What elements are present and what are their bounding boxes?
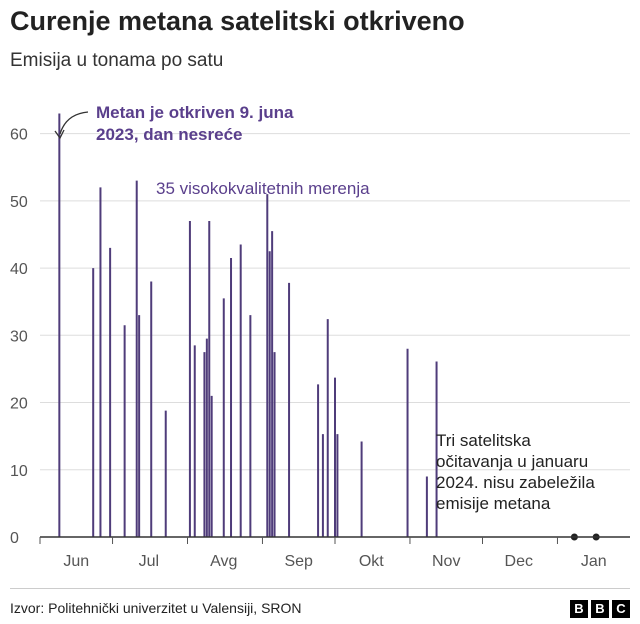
emission-bars — [58, 113, 438, 537]
x-tick-label: Avg — [210, 553, 237, 570]
source-note: Izvor: Politehnički univerzitet u Valens… — [10, 600, 302, 616]
footer-divider — [10, 588, 630, 589]
annotations: Metan je otkriven 9. juna 2023, dan nesre… — [54, 103, 595, 513]
y-tick-label: 20 — [10, 396, 28, 413]
y-tick-label: 0 — [10, 530, 19, 547]
annotation-january-readings-line: emisije metana — [436, 494, 551, 513]
annotation-arrowhead — [54, 129, 65, 140]
chart-subtitle: Emisija u tonama po satu — [10, 50, 224, 71]
x-tick-label: Jun — [63, 553, 89, 570]
annotation-january-readings-line: 2024. nisu zabeležila — [436, 473, 595, 492]
annotation-arrow — [59, 111, 89, 135]
x-tick-label: Jan — [581, 553, 607, 570]
annotation-first-detection-line: Metan je otkriven 9. juna — [96, 103, 294, 122]
x-tick-label: Sep — [284, 553, 313, 570]
annotation-january-readings-line: Tri satelitska — [436, 431, 531, 450]
y-axis-tick-labels: 0 10 20 30 40 50 60 — [10, 127, 28, 547]
bbc-logo: B B C — [570, 600, 630, 618]
x-tick-label: Jul — [139, 553, 159, 570]
chart-title: Curenje metana satelitski otkriveno — [10, 6, 465, 36]
annotation-january-readings-line: očitavanja u januaru — [436, 452, 588, 471]
y-tick-label: 50 — [10, 194, 28, 211]
x-tick-label: Nov — [432, 553, 460, 570]
y-tick-label: 60 — [10, 127, 28, 144]
x-tick-label: Okt — [359, 553, 384, 570]
bbc-logo-letter: B — [591, 600, 609, 618]
x-tick-label: Dec — [505, 553, 533, 570]
y-tick-label: 40 — [10, 261, 28, 278]
y-tick-label: 10 — [10, 463, 28, 480]
bbc-logo-letter: C — [612, 600, 630, 618]
x-axis: Jun Jul Avg Sep Okt Nov Dec Jan — [39, 536, 630, 570]
annotation-measurement-count: 35 visokokvalitetnih merenja — [156, 179, 370, 198]
annotation-first-detection-line: 2023, dan nesreće — [96, 125, 242, 144]
y-tick-label: 30 — [10, 328, 28, 345]
bbc-logo-letter: B — [570, 600, 588, 618]
methane-emission-bar-chart: 0 10 20 30 40 50 60 Jun Jul Avg Sep Okt Nov Dec Jan M… — [10, 103, 630, 570]
